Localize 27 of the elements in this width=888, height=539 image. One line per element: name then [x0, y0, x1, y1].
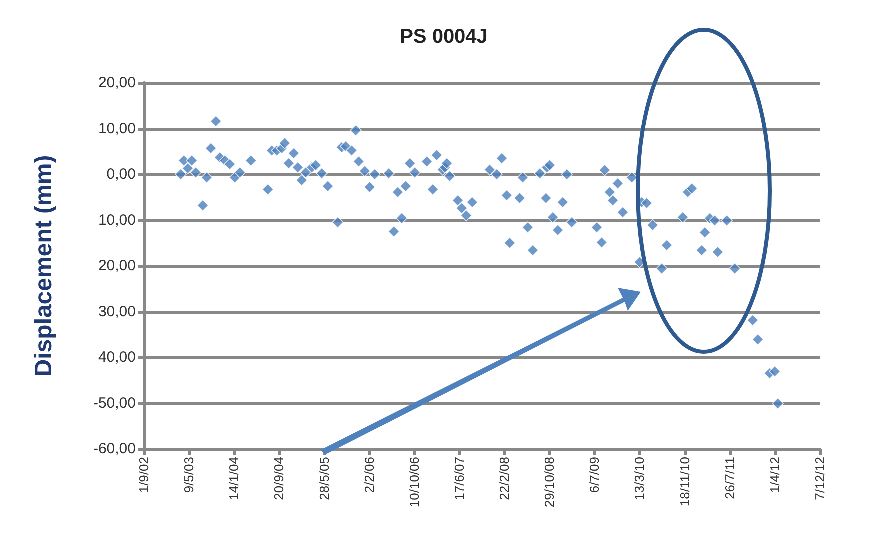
chart-title: PS 0004J — [400, 26, 488, 48]
x-tick-label: 2/2/06 — [362, 457, 377, 494]
x-tick-label: 22/2/08 — [497, 457, 512, 500]
x-tick-label: 10/10/06 — [406, 457, 422, 508]
x-tick-label: 1/4/12 — [767, 457, 782, 494]
y-tick-label: 10,00 — [98, 120, 136, 138]
y-tick-label: -60,00 — [93, 440, 136, 458]
x-tick-label: 26/7/11 — [722, 457, 738, 500]
y-tick-label: 20,00 — [98, 258, 136, 274]
x-tick-label: 18/11/10 — [677, 457, 692, 507]
y-tick-label: 10,00 — [98, 212, 136, 229]
y-tick-label: 20,00 — [98, 74, 136, 92]
x-tick-label: 7/12/12 — [812, 457, 828, 500]
y-tick-label: 0,00 — [106, 166, 136, 183]
x-tick-label: 6/7/09 — [587, 457, 602, 494]
y-tick-label: 40,00 — [98, 349, 136, 366]
x-tick-label: 28/5/05 — [316, 457, 332, 500]
x-tick-label: 9/5/03 — [182, 457, 197, 494]
y-tick-label: 30,00 — [98, 303, 136, 320]
x-tick-label: 29/10/08 — [542, 457, 558, 508]
x-tick-label: 1/9/02 — [136, 457, 152, 494]
y-tick-label: -50,00 — [93, 394, 136, 412]
x-tick-label: 20/9/04 — [272, 457, 287, 500]
y-axis-title: Displacement (mm) — [30, 155, 58, 377]
x-tick-label: 17/6/07 — [452, 457, 467, 500]
x-tick-label: 13/3/10 — [632, 457, 648, 500]
x-tick-label: 14/1/04 — [226, 457, 242, 500]
